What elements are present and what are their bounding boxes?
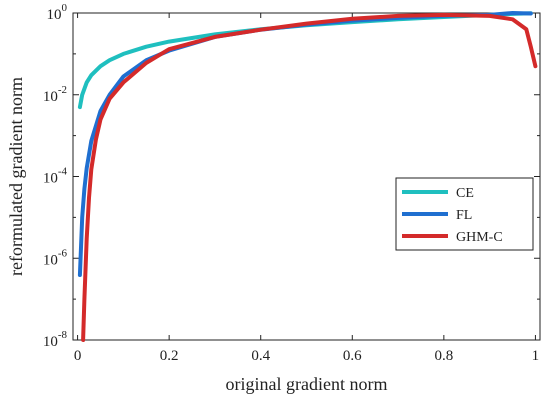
y-axis-title: reformulated gradient norm	[6, 77, 26, 276]
y-tick-exponent: -4	[58, 166, 68, 178]
legend-label-ghm-c: GHM-C	[456, 230, 503, 245]
series-line-ghm-c	[81, 12, 538, 342]
x-tick-label: 0.4	[251, 348, 270, 364]
legend: CE FL GHM-C	[395, 177, 534, 251]
y-tick-base: 10	[43, 89, 58, 105]
y-tick-base: 10	[47, 7, 62, 23]
x-tick-label: 0.2	[160, 348, 179, 364]
y-tick-exponent: -6	[58, 247, 68, 259]
x-axis-ticks: 0 0.2 0.4 0.6 0.8 1	[74, 13, 539, 364]
y-tick-exponent: -2	[58, 84, 67, 96]
y-tick-label: 10-6	[43, 247, 68, 268]
legend-items: CE FL GHM-C	[402, 186, 503, 245]
y-tick-label: 10-2	[43, 84, 67, 105]
legend-label-ce: CE	[456, 186, 474, 201]
x-tick-label: 0.6	[343, 348, 362, 364]
y-tick-label: 10-4	[43, 166, 68, 187]
series-layer	[77, 11, 538, 342]
y-tick-base: 10	[43, 171, 58, 187]
y-tick-label: 10-8	[43, 329, 68, 350]
y-tick-exponent: -8	[58, 329, 68, 341]
y-tick-label: 100	[47, 2, 68, 23]
x-tick-label: 0	[74, 348, 82, 364]
x-tick-label: 0.8	[434, 348, 453, 364]
y-tick-base: 10	[43, 334, 58, 350]
y-tick-exponent: 0	[62, 2, 68, 14]
x-axis-title: original gradient norm	[226, 374, 388, 394]
y-tick-base: 10	[43, 252, 58, 268]
x-tick-label: 1	[532, 348, 540, 364]
legend-label-fl: FL	[456, 208, 472, 223]
